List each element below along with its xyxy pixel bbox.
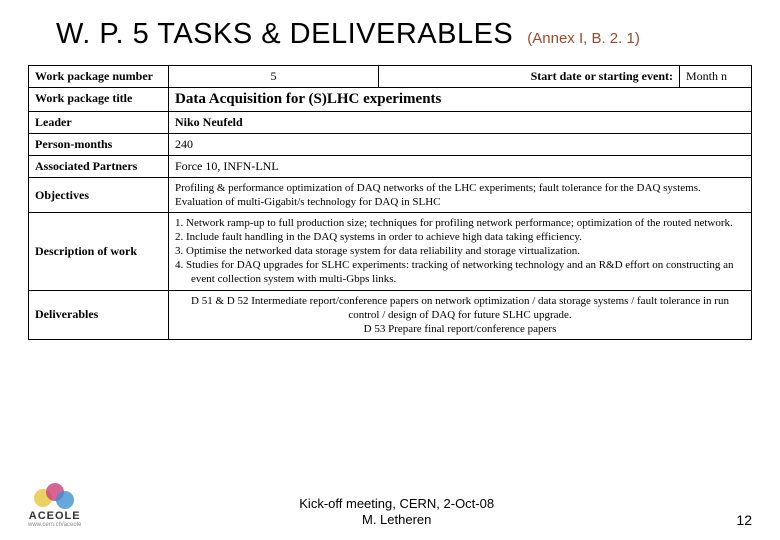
pm-label: Person-months xyxy=(29,134,169,156)
dow-item: 2. Include fault handling in the DAQ sys… xyxy=(175,230,745,244)
partners-value: Force 10, INFN-LNL xyxy=(169,156,752,178)
dow-value: 1. Network ramp-up to full production si… xyxy=(169,213,752,290)
logo-url: www.cern.ch/aceole xyxy=(28,522,81,528)
leader-label: Leader xyxy=(29,112,169,134)
logo: ACEOLE www.cern.ch/aceole xyxy=(28,483,81,528)
wp-title-label: Work package title xyxy=(29,88,169,112)
wp-number-label: Work package number xyxy=(29,66,169,88)
objectives-label: Objectives xyxy=(29,178,169,213)
deliverables-value: D 51 & D 52 Intermediate report/conferen… xyxy=(169,290,752,339)
page-number: 12 xyxy=(712,512,752,528)
partners-label: Associated Partners xyxy=(29,156,169,178)
deliverables-line2: D 53 Prepare final report/conference pap… xyxy=(175,322,745,336)
footer-center: Kick-off meeting, CERN, 2-Oct-08 M. Leth… xyxy=(81,496,712,529)
dow-item: 4. Studies for DAQ upgrades for SLHC exp… xyxy=(175,258,745,286)
dow-label: Description of work xyxy=(29,213,169,290)
start-date-label: Start date or starting event: xyxy=(379,66,680,88)
start-date-value: Month n xyxy=(680,66,752,88)
deliverables-label: Deliverables xyxy=(29,290,169,339)
pm-value: 240 xyxy=(169,134,752,156)
deliverables-line1: D 51 & D 52 Intermediate report/conferen… xyxy=(175,294,745,322)
footer-line1: Kick-off meeting, CERN, 2-Oct-08 xyxy=(81,496,712,512)
footer-line2: M. Letheren xyxy=(81,512,712,528)
page-title: W. P. 5 TASKS & DELIVERABLES xyxy=(56,18,513,51)
leader-value: Niko Neufeld xyxy=(169,112,752,134)
logo-icon xyxy=(34,483,76,509)
wp-table: Work package number 5 Start date or star… xyxy=(28,65,752,340)
annex-ref: (Annex I, B. 2. 1) xyxy=(527,30,640,47)
dow-item: 3. Optimise the networked data storage s… xyxy=(175,244,745,258)
wp-title-value: Data Acquisition for (S)LHC experiments xyxy=(169,88,752,112)
dow-item: 1. Network ramp-up to full production si… xyxy=(175,216,745,230)
wp-number-value: 5 xyxy=(169,66,379,88)
objectives-value: Profiling & performance optimization of … xyxy=(169,178,752,213)
logo-text: ACEOLE xyxy=(29,510,81,522)
